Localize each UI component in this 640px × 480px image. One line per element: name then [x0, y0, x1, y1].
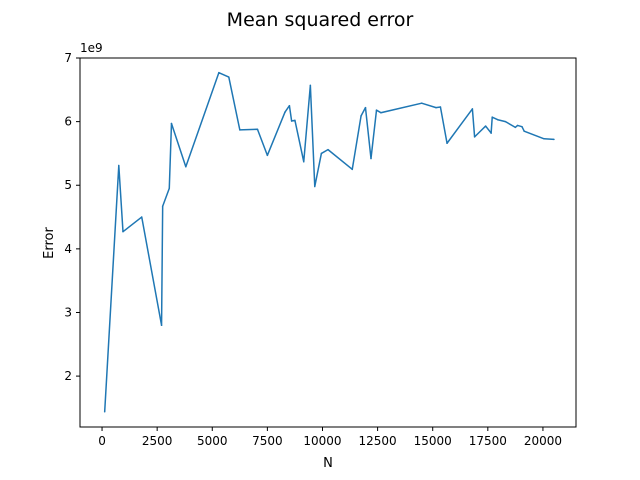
chart-title: Mean squared error	[227, 9, 414, 31]
data-point	[314, 185, 316, 188]
y-axis: 2 3 4 5 6 7	[64, 51, 80, 383]
axes-frame	[79, 57, 577, 428]
y-offset-label: 1e9	[80, 41, 103, 55]
data-point	[543, 138, 545, 140]
x-tick-label: 20000	[524, 434, 562, 448]
y-tick-label: 6	[64, 115, 72, 129]
x-tick-label: 2500	[142, 434, 173, 448]
data-point	[380, 111, 382, 114]
y-tick-label: 3	[64, 305, 72, 319]
x-tick-label: 5000	[197, 434, 228, 448]
x-tick-label: 15000	[414, 434, 452, 448]
data-point	[218, 71, 220, 74]
data-point	[435, 106, 437, 109]
data-point	[103, 410, 106, 413]
data-point	[516, 124, 519, 127]
x-axis: 0 2500 5000 7500 10000 12500 15000 17500 20000	[98, 427, 562, 448]
x-tick-label: 7500	[252, 434, 283, 448]
data-point	[228, 76, 230, 78]
data-point	[360, 115, 362, 117]
y-tick-label: 4	[64, 242, 72, 256]
data-point	[140, 216, 143, 218]
plot-area	[103, 71, 555, 413]
data-point	[351, 168, 353, 171]
x-axis-label: N	[323, 456, 333, 471]
data-point	[239, 129, 241, 131]
data-point	[256, 128, 259, 131]
data-point	[446, 142, 448, 144]
data-point	[290, 120, 293, 122]
x-tick-label: 0	[98, 434, 106, 448]
data-point	[553, 138, 555, 141]
x-tick-label: 10000	[303, 434, 341, 448]
data-point	[490, 132, 492, 134]
data-point	[420, 102, 423, 104]
data-point	[320, 152, 323, 155]
data-point	[122, 230, 124, 233]
data-point	[364, 106, 367, 109]
y-tick-label: 2	[64, 369, 72, 383]
data-point	[118, 164, 120, 167]
data-point	[473, 136, 476, 138]
data-point	[266, 154, 269, 157]
series-line-0	[103, 71, 555, 412]
data-point	[471, 108, 474, 110]
data-point	[439, 106, 442, 108]
data-point	[185, 166, 187, 168]
data-point	[161, 205, 164, 207]
data-point	[504, 120, 507, 123]
data-point	[491, 116, 493, 118]
data-point	[303, 160, 305, 163]
data-point	[170, 122, 173, 125]
data-point	[375, 109, 378, 111]
data-point	[496, 118, 499, 121]
x-tick-label: 17500	[469, 434, 507, 448]
data-point	[294, 119, 296, 122]
data-point	[514, 126, 517, 129]
data-point	[484, 125, 487, 127]
x-tick-label: 12500	[359, 434, 397, 448]
data-point	[521, 125, 523, 128]
data-point	[523, 130, 525, 132]
data-point	[309, 84, 312, 87]
data-point	[370, 157, 372, 160]
data-point	[284, 111, 286, 113]
y-tick-label: 5	[64, 178, 72, 192]
y-axis-label: Error	[42, 227, 57, 259]
data-point	[327, 148, 329, 151]
data-point	[168, 187, 171, 190]
data-point	[288, 104, 291, 107]
y-tick-label: 7	[64, 51, 72, 65]
data-point	[160, 324, 163, 326]
